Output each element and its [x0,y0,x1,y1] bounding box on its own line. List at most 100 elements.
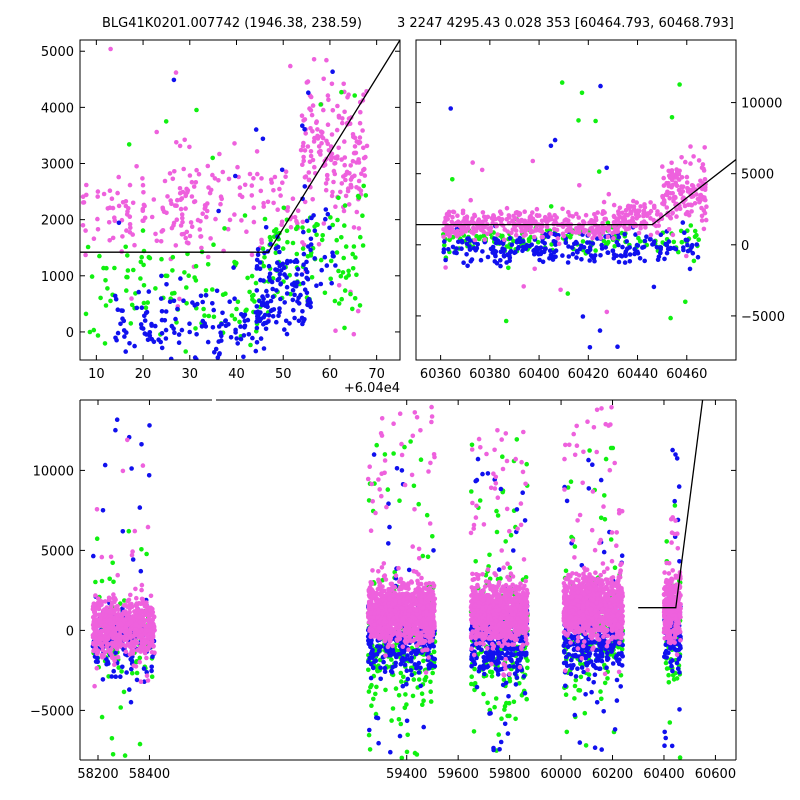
x-tick-label: 60360 [420,367,461,382]
data-point-pink [251,176,256,181]
data-point-blue [259,300,265,306]
panel-recent: 60360 60380 60400 60420 60440 60460−500005000… [415,39,785,382]
data-point-green [91,327,97,333]
data-point-blue [598,83,603,89]
data-point-green [398,721,404,727]
data-point-pink [356,226,362,231]
data-point-blue [330,69,335,74]
data-point-blue [583,692,588,697]
data-point-green [498,576,503,581]
data-point-pink [617,205,623,211]
data-point-green [601,238,607,244]
data-point-pink [351,225,357,230]
data-point-blue [504,260,509,265]
data-point-blue [127,687,132,692]
data-point-blue [588,659,594,664]
data-point-pink [149,650,155,655]
data-point-blue [287,321,292,326]
y-tick-label: 10000 [741,97,782,112]
data-point-blue [648,236,653,242]
data-point-blue [172,330,177,336]
data-point-blue [308,236,314,242]
data-point-blue [276,276,282,281]
data-point-pink [480,219,486,225]
data-point-pink [468,197,474,203]
data-point-blue [137,505,143,510]
data-point-pink [300,240,305,245]
data-point-blue [514,240,520,245]
data-point-blue [366,659,371,664]
data-point-pink [321,107,326,113]
data-point-blue [507,664,512,669]
data-point-green [487,669,493,675]
data-point-pink [305,144,311,149]
data-point-pink [174,217,180,222]
data-point-pink [610,230,615,236]
data-point-green [300,246,306,251]
data-point-green [134,670,140,676]
data-point-pink [177,186,183,191]
data-point-pink [622,214,627,220]
data-point-blue [450,244,456,250]
data-point-pink [272,174,278,180]
data-point-pink [668,215,674,221]
data-point-pink [301,118,306,123]
data-point-blue [501,253,507,259]
data-point-blue [522,653,528,658]
data-point-blue [129,658,135,664]
data-point-blue [393,660,399,666]
data-point-blue [537,257,542,263]
data-point-green [573,677,579,683]
data-point-green [382,452,388,457]
data-point-green [598,689,603,694]
data-point-green [582,710,588,716]
data-point-pink [482,237,488,242]
data-point-blue [278,263,283,268]
data-point-green [564,729,570,735]
data-point-blue [610,661,616,666]
data-point-pink [352,144,358,149]
data-point-green [477,498,483,503]
data-point-pink [172,169,177,174]
data-point-blue [612,727,618,732]
data-point-pink [108,46,113,52]
data-point-blue [382,669,388,674]
data-point-blue [587,651,593,656]
data-point-pink [479,167,485,173]
data-point-blue [278,296,283,302]
data-point-blue [277,306,282,311]
data-point-pink [499,211,504,216]
data-point-blue [296,318,302,324]
data-point-pink [606,228,612,233]
data-point-pink [112,218,118,224]
data-point-green [366,689,372,694]
data-point-pink [125,613,131,618]
data-point-green [606,239,611,245]
data-point-green [666,672,671,678]
data-point-green [193,278,199,283]
data-point-pink [308,153,314,159]
data-point-green [351,244,357,249]
data-point-green [421,658,426,664]
data-point-blue [599,647,604,652]
data-point-pink [127,634,132,640]
data-point-pink [685,189,691,194]
data-point-blue [253,310,259,315]
data-point-green [128,321,134,326]
data-point-pink [128,644,134,650]
data-point-pink [669,168,674,174]
data-point-green [118,705,123,710]
data-point-green [602,517,608,522]
data-point-pink [180,215,185,221]
data-point-blue [456,239,461,245]
data-point-pink [481,223,487,228]
data-point-blue [141,666,147,671]
data-point-pink [611,220,617,225]
data-point-blue [469,257,475,262]
data-point-pink [702,187,708,192]
data-point-pink [123,649,129,654]
data-point-pink [83,228,88,233]
data-point-blue [270,294,276,300]
data-point-pink [364,143,370,149]
data-point-green [367,747,373,752]
